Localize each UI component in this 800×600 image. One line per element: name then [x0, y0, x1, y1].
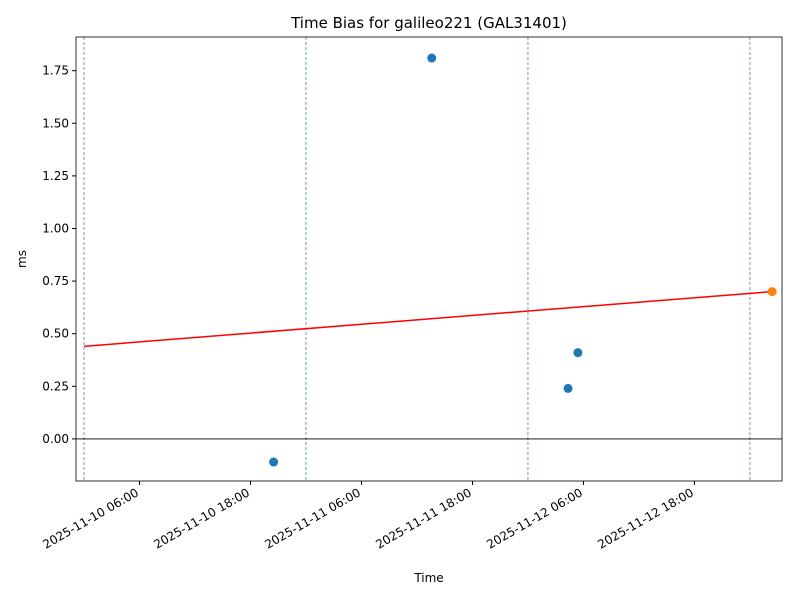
x-tick-label: 2025-11-12 06:00 — [484, 485, 585, 551]
y-tick-label: 1.75 — [42, 64, 69, 78]
data-point — [269, 457, 279, 467]
y-tick-label: 0.00 — [42, 432, 69, 446]
trend-line — [83, 290, 773, 348]
y-axis-label: ms — [15, 250, 29, 268]
y-tick-label: 0.75 — [42, 274, 69, 288]
x-tick-label: 2025-11-12 18:00 — [595, 485, 696, 551]
y-tick-label: 1.00 — [42, 221, 69, 235]
plot-frame — [75, 36, 783, 482]
y-tick-label: 1.25 — [42, 169, 69, 183]
x-tick-label: 2025-11-11 18:00 — [373, 485, 474, 551]
data-point — [573, 348, 583, 358]
x-tick-label: 2025-11-10 18:00 — [151, 485, 252, 551]
y-tick-label: 0.25 — [42, 379, 69, 393]
chart-title: Time Bias for galileo221 (GAL31401) — [290, 14, 567, 32]
y-tick-label: 0.50 — [42, 327, 69, 341]
data-point — [767, 287, 777, 297]
y-tick-label: 1.50 — [42, 116, 69, 130]
x-tick-label: 2025-11-10 06:00 — [40, 485, 141, 551]
x-axis-label: Time — [413, 571, 443, 585]
data-point — [427, 53, 437, 63]
x-tick-label: 2025-11-11 06:00 — [262, 485, 363, 551]
data-point — [563, 383, 573, 393]
